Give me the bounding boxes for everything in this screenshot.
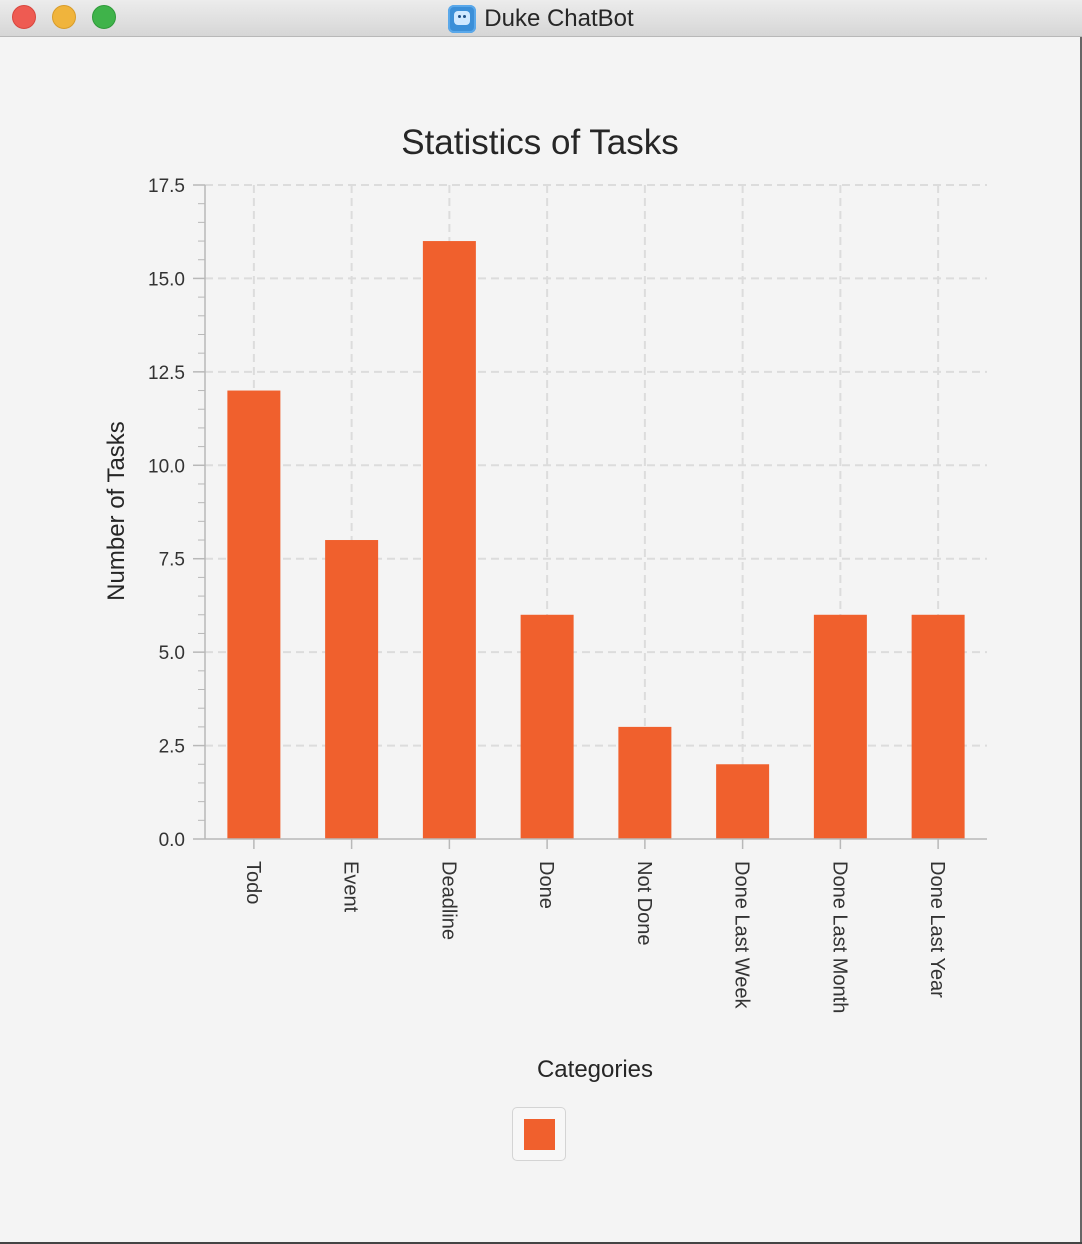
window-border-bottom bbox=[0, 1242, 1082, 1244]
y-tick-label: 15.0 bbox=[148, 269, 185, 290]
bar bbox=[520, 614, 574, 839]
x-tick-label: Done Last Week bbox=[731, 861, 753, 1009]
x-tick-label: Done Last Year bbox=[926, 861, 948, 998]
bar bbox=[911, 614, 965, 839]
chart-title: Statistics of Tasks bbox=[401, 123, 679, 162]
x-tick-label: Done bbox=[535, 861, 557, 909]
chart-axes: 0.0 2.5 5.0 7.5 10.0 12.5 15.0 17.5 Todo Event Dea… bbox=[148, 176, 987, 1013]
x-tick-label: Event bbox=[340, 861, 362, 913]
chart-bars bbox=[227, 241, 965, 840]
window-title: Duke ChatBot bbox=[0, 0, 1082, 37]
y-tick-label: 17.5 bbox=[148, 176, 185, 197]
maximize-icon[interactable] bbox=[92, 5, 116, 29]
bar bbox=[716, 764, 770, 839]
bar bbox=[813, 614, 867, 839]
y-tick-label: 10.0 bbox=[148, 456, 185, 477]
x-tick-label: Todo bbox=[242, 861, 264, 904]
chart-grid bbox=[205, 184, 987, 839]
y-tick-label: 12.5 bbox=[148, 363, 185, 384]
bar bbox=[227, 390, 281, 839]
chatbot-app-icon bbox=[448, 4, 477, 33]
x-tick-label: Not Done bbox=[633, 861, 655, 946]
y-tick-label: 5.0 bbox=[159, 643, 185, 664]
y-tick-label: 0.0 bbox=[159, 830, 185, 851]
window-titlebar: Duke ChatBot bbox=[0, 0, 1082, 37]
x-tick-label: Done Last Month bbox=[828, 861, 850, 1013]
legend-swatch bbox=[524, 1119, 555, 1150]
chart-legend bbox=[512, 1107, 566, 1161]
y-tick-label: 2.5 bbox=[159, 737, 185, 758]
window-border-right bbox=[1080, 37, 1082, 1244]
x-tick-label: Deadline bbox=[437, 861, 459, 940]
x-axis-label: Categories bbox=[537, 1056, 653, 1083]
y-tick-label: 7.5 bbox=[159, 550, 185, 571]
bar bbox=[618, 726, 672, 839]
minimize-icon[interactable] bbox=[52, 5, 76, 29]
close-icon[interactable] bbox=[12, 5, 36, 29]
bar bbox=[325, 540, 379, 839]
y-axis-label: Number of Tasks bbox=[103, 421, 130, 601]
window-title-text: Duke ChatBot bbox=[484, 4, 634, 32]
bar bbox=[422, 241, 476, 840]
